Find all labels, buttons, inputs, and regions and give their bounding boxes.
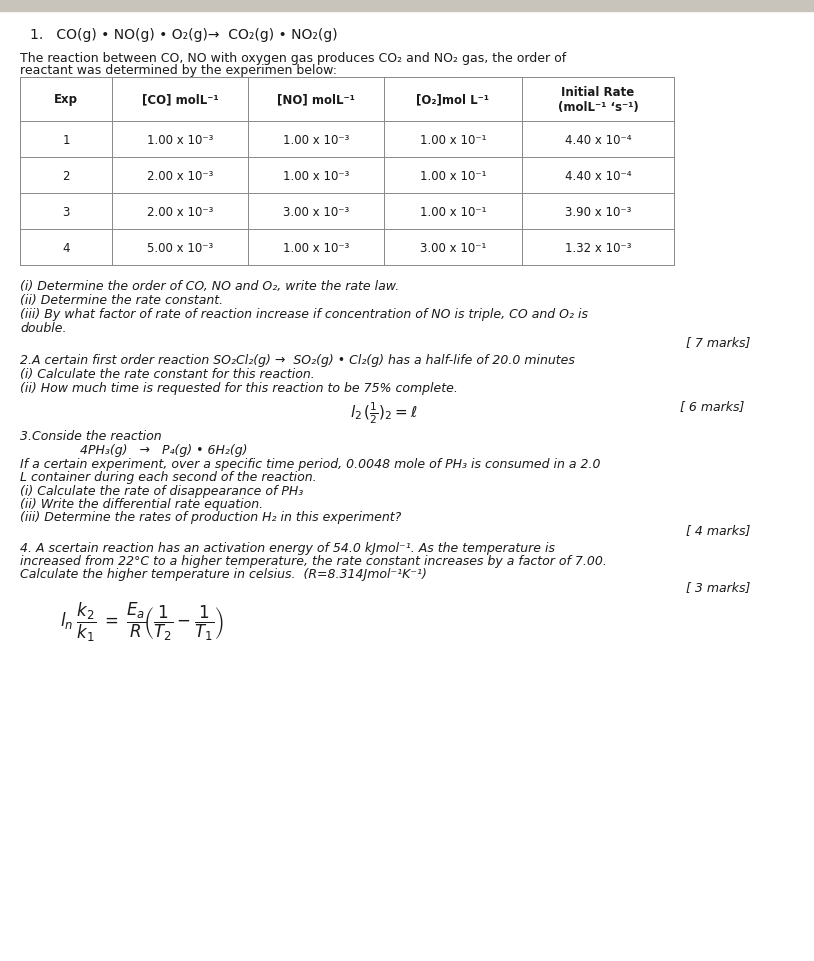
Text: double.: double. [20,322,67,334]
Text: 2.00 x 10⁻³: 2.00 x 10⁻³ [147,206,213,218]
Text: 1.32 x 10⁻³: 1.32 x 10⁻³ [565,241,631,255]
Text: (ii) How much time is requested for this reaction to be 75% complete.: (ii) How much time is requested for this… [20,382,457,395]
Text: 1.00 x 10⁻³: 1.00 x 10⁻³ [282,241,349,255]
Text: 4.40 x 10⁻⁴: 4.40 x 10⁻⁴ [565,169,631,183]
Text: L container during each second of the reaction.: L container during each second of the re… [20,471,317,483]
Text: [O₂]mol L⁻¹: [O₂]mol L⁻¹ [417,93,489,107]
Text: 3: 3 [63,206,70,218]
Text: 3.Conside the reaction: 3.Conside the reaction [20,430,162,442]
Text: 1: 1 [62,134,70,146]
Text: (i) Determine the order of CO, NO and O₂, write the rate law.: (i) Determine the order of CO, NO and O₂… [20,280,399,293]
Text: 1.   CO(g) • NO(g) • O₂(g)→  CO₂(g) • NO₂(g): 1. CO(g) • NO(g) • O₂(g)→ CO₂(g) • NO₂(g… [30,28,338,42]
Text: 2.00 x 10⁻³: 2.00 x 10⁻³ [147,169,213,183]
Text: 1.00 x 10⁻¹: 1.00 x 10⁻¹ [420,134,486,146]
Text: 4. A scertain reaction has an activation energy of 54.0 kJmol⁻¹. As the temperat: 4. A scertain reaction has an activation… [20,541,555,554]
Text: 4: 4 [62,241,70,255]
Text: 4.40 x 10⁻⁴: 4.40 x 10⁻⁴ [565,134,631,146]
Text: 1.00 x 10⁻³: 1.00 x 10⁻³ [282,134,349,146]
Text: increased from 22°C to a higher temperature, the rate constant increases by a fa: increased from 22°C to a higher temperat… [20,554,607,567]
Text: 1.00 x 10⁻³: 1.00 x 10⁻³ [282,169,349,183]
Text: 1.00 x 10⁻³: 1.00 x 10⁻³ [147,134,213,146]
Text: (ii) Write the differential rate equation.: (ii) Write the differential rate equatio… [20,498,263,510]
Text: [ 4 marks]: [ 4 marks] [685,524,750,536]
Text: $\mathit{l_n\;\dfrac{k_2}{k_1}\;=\;\dfrac{E_a}{R}\!\left(\dfrac{1}{T_2}-\dfrac{1: $\mathit{l_n\;\dfrac{k_2}{k_1}\;=\;\dfra… [60,601,224,644]
Text: $l_2\,(\frac{1}{2})_2 = \ell$: $l_2\,(\frac{1}{2})_2 = \ell$ [350,400,418,425]
Text: [ 3 marks]: [ 3 marks] [685,580,750,593]
Text: (iii) By what factor of rate of reaction increase if concentration of NO is trip: (iii) By what factor of rate of reaction… [20,308,588,321]
Text: 1.00 x 10⁻¹: 1.00 x 10⁻¹ [420,169,486,183]
Text: The reaction between CO, NO with oxygen gas produces CO₂ and NO₂ gas, the order : The reaction between CO, NO with oxygen … [20,52,567,65]
Text: (iii) Determine the rates of production H₂ in this experiment?: (iii) Determine the rates of production … [20,510,401,524]
Text: 1.00 x 10⁻¹: 1.00 x 10⁻¹ [420,206,486,218]
Text: Exp: Exp [54,93,78,107]
Text: 2: 2 [62,169,70,183]
Text: (ii) Determine the rate constant.: (ii) Determine the rate constant. [20,294,223,307]
Bar [0,0,814,12]
Text: Initial Rate
(molL⁻¹ ‘s⁻¹): Initial Rate (molL⁻¹ ‘s⁻¹) [558,86,638,114]
Text: 5.00 x 10⁻³: 5.00 x 10⁻³ [147,241,213,255]
Text: reactant was determined by the experimen below:: reactant was determined by the experimen… [20,64,337,77]
Text: [CO] molL⁻¹: [CO] molL⁻¹ [142,93,218,107]
Text: 3.00 x 10⁻³: 3.00 x 10⁻³ [283,206,349,218]
Text: 2.A certain first order reaction SO₂Cl₂(g) →  SO₂(g) • Cl₂(g) has a half-life of: 2.A certain first order reaction SO₂Cl₂(… [20,354,575,366]
Text: 3.00 x 10⁻¹: 3.00 x 10⁻¹ [420,241,486,255]
Text: [ 6 marks]: [ 6 marks] [680,400,744,412]
Text: 3.90 x 10⁻³: 3.90 x 10⁻³ [565,206,631,218]
Text: (i) Calculate the rate of disappearance of PH₃: (i) Calculate the rate of disappearance … [20,484,304,498]
Text: Calculate the higher temperature in celsius.  (R=8.314Jmol⁻¹K⁻¹): Calculate the higher temperature in cels… [20,567,427,580]
Text: 4PH₃(g)   →   P₄(g) • 6H₂(g): 4PH₃(g) → P₄(g) • 6H₂(g) [80,444,247,456]
Text: If a certain experiment, over a specific time period, 0.0048 mole of PH₃ is cons: If a certain experiment, over a specific… [20,457,601,471]
Text: [NO] molL⁻¹: [NO] molL⁻¹ [277,93,355,107]
Text: [ 7 marks]: [ 7 marks] [685,335,750,349]
Text: (i) Calculate the rate constant for this reaction.: (i) Calculate the rate constant for this… [20,368,315,381]
